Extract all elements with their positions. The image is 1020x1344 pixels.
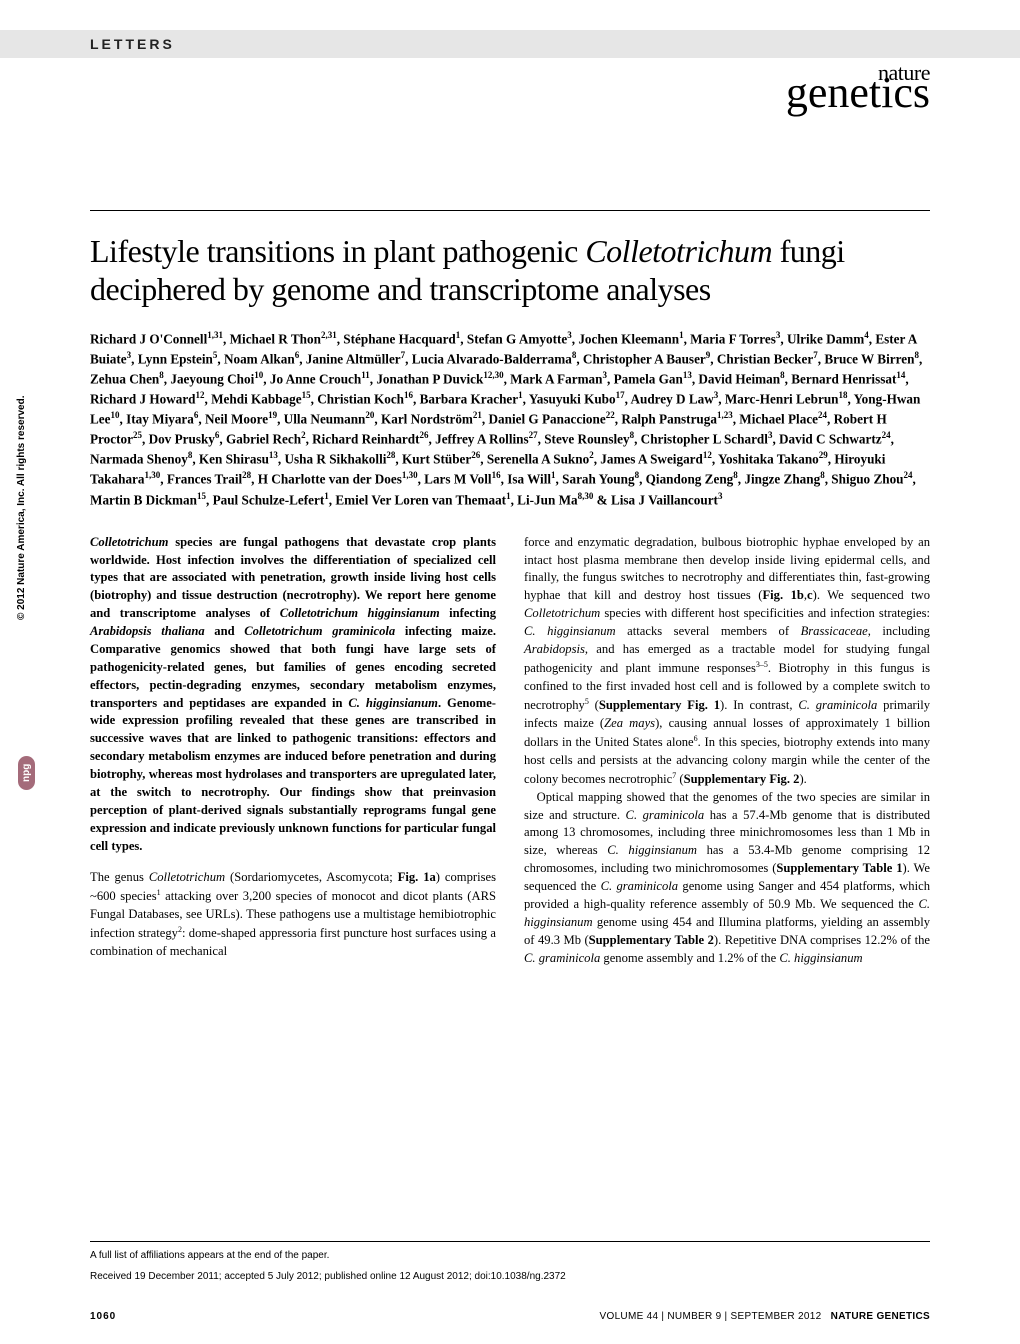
footer-notes: A full list of affiliations appears at t… xyxy=(90,1241,930,1284)
column-right: force and enzymatic degradation, bulbous… xyxy=(524,534,930,968)
top-rule xyxy=(90,210,930,211)
footer-meta: VOLUME 44 | NUMBER 9 | SEPTEMBER 2012 NA… xyxy=(600,1311,930,1322)
journal-logo: nature genetics xyxy=(786,66,930,108)
column-left: Colletotrichum species are fungal pathog… xyxy=(90,534,496,968)
author-list: Richard J O'Connell1,31, Michael R Thon2… xyxy=(90,329,930,510)
body-left: The genus Colletotrichum (Sordariomycete… xyxy=(90,869,496,961)
affiliations-note: A full list of affiliations appears at t… xyxy=(90,1248,930,1263)
received-note: Received 19 December 2011; accepted 5 Ju… xyxy=(90,1269,930,1284)
abstract: Colletotrichum species are fungal pathog… xyxy=(90,534,496,856)
intro-paragraph: The genus Colletotrichum (Sordariomycete… xyxy=(90,869,496,961)
copyright-sidebar: © 2012 Nature America, Inc. All rights r… xyxy=(16,395,27,620)
banner-label: LETTERS xyxy=(90,36,175,52)
article-title: Lifestyle transitions in plant pathogeni… xyxy=(90,233,930,309)
two-column-body: Colletotrichum species are fungal pathog… xyxy=(90,534,930,968)
page-footer: 1060 VOLUME 44 | NUMBER 9 | SEPTEMBER 20… xyxy=(90,1311,930,1322)
body-p2: Optical mapping showed that the genomes … xyxy=(524,789,930,968)
npg-pill: npg xyxy=(18,756,35,790)
body-p1: force and enzymatic degradation, bulbous… xyxy=(524,534,930,789)
page-number: 1060 xyxy=(90,1311,116,1322)
section-banner: LETTERS xyxy=(0,30,1020,58)
article-content: Lifestyle transitions in plant pathogeni… xyxy=(90,210,930,967)
logo-line2: genetics xyxy=(786,79,930,108)
